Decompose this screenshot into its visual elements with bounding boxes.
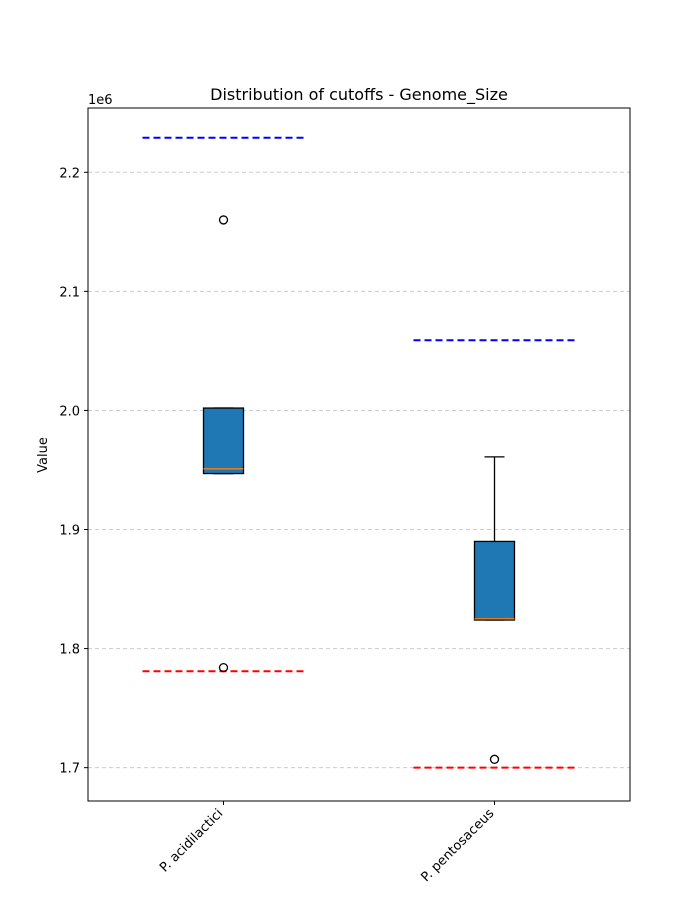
box-group: [413, 339, 576, 769]
y-axis-label: Value: [36, 437, 51, 473]
plot-marks: [142, 136, 576, 769]
outlier-point: [218, 662, 229, 673]
grid-lines: [88, 171, 630, 769]
box: [202, 407, 245, 475]
plot-frame: [87, 107, 631, 802]
x-axis: P. acidilactici P. pentosaceus: [157, 801, 497, 885]
y-axis: 1.7 1.8 1.9 2.0 2.1 2.2: [59, 166, 88, 777]
box-group: [142, 136, 305, 673]
y-tick-label: 1.9: [59, 524, 80, 539]
y-tick-label: 2.2: [59, 166, 80, 181]
y-tick-label: 2.0: [59, 404, 80, 419]
box: [473, 540, 516, 621]
outlier-point: [489, 754, 500, 764]
y-tick-label: 1.8: [59, 643, 80, 658]
x-tick-label: P. pentosaceus: [418, 806, 497, 885]
y-axis-multiplier: 1e6: [88, 93, 113, 108]
outlier-point: [218, 215, 229, 225]
chart-title: Distribution of cutoffs - Genome_Size: [210, 85, 508, 105]
x-tick-label: P. acidilactici: [157, 806, 226, 875]
y-tick-label: 2.1: [59, 285, 80, 300]
y-tick-label: 1.7: [59, 762, 80, 777]
